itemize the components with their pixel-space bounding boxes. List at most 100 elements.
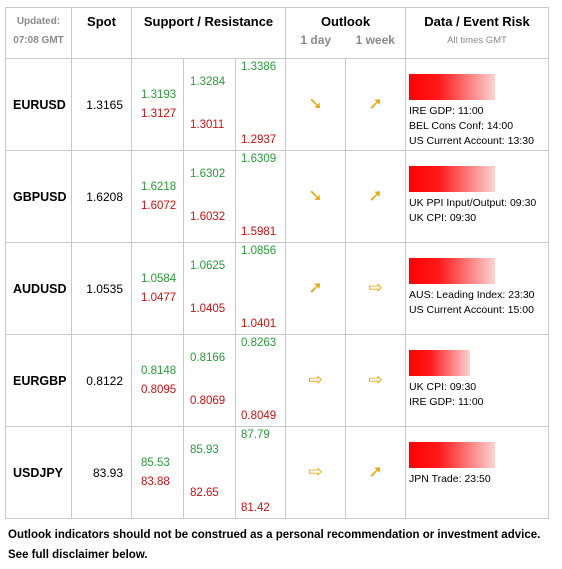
down-right-arrow-icon: ➘ <box>308 94 323 113</box>
support-3: 1.5981 <box>241 226 277 238</box>
resistance-3: 1.3386 <box>241 61 277 73</box>
event-item: BEL Cons Conf: 14:00 <box>409 120 514 132</box>
risk-bar <box>409 258 495 284</box>
disclaimer-line-2: See full disclaimer below. <box>8 549 148 561</box>
event-list: JPN Trade: 23:50 <box>409 472 548 487</box>
support-resistance-col-1: 1.0584 1.0477 <box>131 242 184 335</box>
risk-bar <box>409 442 495 468</box>
support-3: 1.0401 <box>241 318 277 330</box>
table-row-audusd: AUDUSD 1.0535 1.0584 1.0477 1.0625 1.040… <box>5 242 549 335</box>
support-resistance-col-2: 1.6302 1.6032 <box>183 150 236 243</box>
updated-header: Updated: 07:08 GMT <box>5 7 72 59</box>
support-1: 83.88 <box>141 476 170 488</box>
resistance-2: 1.3284 <box>190 76 226 88</box>
event-risk-cell: AUS: Leading Index: 23:30 US Current Acco… <box>405 242 549 335</box>
spot-rate: 0.8122 <box>71 334 132 427</box>
support-2: 1.3011 <box>190 119 225 131</box>
spot-rate: 83.93 <box>71 426 132 519</box>
resistance-3: 87.79 <box>241 429 270 441</box>
currency-pair: EURGBP <box>5 334 72 427</box>
support-resistance-col-2: 0.8166 0.8069 <box>183 334 236 427</box>
event-risk-cell: JPN Trade: 23:50 <box>405 426 549 519</box>
right-arrow-icon: ⇨ <box>308 462 323 481</box>
resistance-1: 1.6218 <box>141 181 177 193</box>
outlook-1day: ⇨ <box>285 334 346 427</box>
event-list: IRE GDP: 11:00 BEL Cons Conf: 14:00 US Cur… <box>409 104 548 149</box>
resistance-3: 1.0856 <box>241 245 277 257</box>
support-resistance-col-3: 1.6309 1.5981 <box>235 150 286 243</box>
outlook-1week-label: 1 week <box>355 33 395 47</box>
event-item: JPN Trade: 23:50 <box>409 473 491 485</box>
disclaimer-line-1: Outlook indicators should not be constru… <box>8 529 541 541</box>
support-2: 1.6032 <box>190 211 226 223</box>
event-item: UK CPI: 09:30 <box>409 212 477 224</box>
outlook-1week: ➚ <box>345 58 406 151</box>
event-risk-cell: IRE GDP: 11:00 BEL Cons Conf: 14:00 US Cur… <box>405 58 549 151</box>
risk-bar <box>409 166 495 192</box>
forex-rows: EURUSD 1.3165 1.3193 1.3127 1.3284 1.301… <box>5 58 549 519</box>
outlook-1week: ⇨ <box>345 334 406 427</box>
disclaimer: Outlook indicators should not be constru… <box>5 525 548 565</box>
outlook-label: Outlook <box>320 14 371 29</box>
updated-label: Updated: <box>16 16 61 27</box>
event-item: IRE GDP: 11:00 <box>409 105 484 117</box>
event-item: IRE GDP: 11:00 <box>409 396 484 408</box>
resistance-2: 0.8166 <box>190 352 226 364</box>
table-row-eurgbp: EURGBP 0.8122 0.8148 0.8095 0.8166 0.806… <box>5 334 549 427</box>
resistance-3: 1.6309 <box>241 153 277 165</box>
outlook-1day: ⇨ <box>285 426 346 519</box>
support-resistance-header: Support / Resistance <box>131 7 286 59</box>
outlook-header: Outlook 1 day 1 week <box>285 7 406 59</box>
currency-pair: GBPUSD <box>5 150 72 243</box>
table-row-gbpusd: GBPUSD 1.6208 1.6218 1.6072 1.6302 1.603… <box>5 150 549 243</box>
event-item: UK CPI: 09:30 <box>409 381 477 393</box>
right-arrow-icon: ⇨ <box>308 370 323 389</box>
event-list: AUS: Leading Index: 23:30 US Current Acco… <box>409 288 548 318</box>
event-risk-cell: UK PPI Input/Output: 09:30 UK CPI: 09:30 <box>405 150 549 243</box>
currency-pair: USDJPY <box>5 426 72 519</box>
support-resistance-col-1: 0.8148 0.8095 <box>131 334 184 427</box>
support-resistance-col-3: 1.3386 1.2937 <box>235 58 286 151</box>
support-1: 1.0477 <box>141 292 177 304</box>
support-2: 1.0405 <box>190 303 226 315</box>
up-right-arrow-icon: ➚ <box>368 186 383 205</box>
spot-header: Spot <box>71 7 132 59</box>
event-item: US Current Account: 15:00 <box>409 304 534 316</box>
table-row-eurusd: EURUSD 1.3165 1.3193 1.3127 1.3284 1.301… <box>5 58 549 151</box>
forex-outlook-table: Updated: 07:08 GMT Spot Support / Resist… <box>5 7 549 519</box>
resistance-1: 1.3193 <box>141 89 177 101</box>
updated-time: 07:08 GMT <box>13 35 64 46</box>
support-3: 81.42 <box>241 502 270 514</box>
support-2: 82.65 <box>190 487 219 499</box>
right-arrow-icon: ⇨ <box>368 370 383 389</box>
outlook-1week: ➚ <box>345 426 406 519</box>
support-resistance-col-3: 87.79 81.42 <box>235 426 286 519</box>
spot-rate: 1.3165 <box>71 58 132 151</box>
support-1: 1.6072 <box>141 200 177 212</box>
event-item: US Current Account: 13:30 <box>409 135 534 147</box>
support-3: 0.8049 <box>241 410 277 422</box>
outlook-1day: ➘ <box>285 150 346 243</box>
outlook-1day-label: 1 day <box>300 33 332 47</box>
support-resistance-col-1: 85.53 83.88 <box>131 426 184 519</box>
spot-rate: 1.0535 <box>71 242 132 335</box>
support-3: 1.2937 <box>241 134 277 146</box>
event-list: UK CPI: 09:30 IRE GDP: 11:00 <box>409 380 548 410</box>
support-resistance-col-2: 1.3284 1.3011 <box>183 58 236 151</box>
down-right-arrow-icon: ➘ <box>308 186 323 205</box>
support-2: 0.8069 <box>190 395 226 407</box>
resistance-1: 85.53 <box>141 457 170 469</box>
support-resistance-col-2: 1.0625 1.0405 <box>183 242 236 335</box>
resistance-3: 0.8263 <box>241 337 277 349</box>
event-item: AUS: Leading Index: 23:30 <box>409 289 535 301</box>
support-resistance-col-2: 85.93 82.65 <box>183 426 236 519</box>
event-list: UK PPI Input/Output: 09:30 UK CPI: 09:30 <box>409 196 548 226</box>
support-1: 0.8095 <box>141 384 177 396</box>
event-risk-cell: UK CPI: 09:30 IRE GDP: 11:00 <box>405 334 549 427</box>
support-resistance-col-1: 1.3193 1.3127 <box>131 58 184 151</box>
support-resistance-col-3: 0.8263 0.8049 <box>235 334 286 427</box>
outlook-1week: ⇨ <box>345 242 406 335</box>
up-right-arrow-icon: ➚ <box>368 462 383 481</box>
event-item: UK PPI Input/Output: 09:30 <box>409 197 537 209</box>
support-1: 1.3127 <box>141 108 177 120</box>
